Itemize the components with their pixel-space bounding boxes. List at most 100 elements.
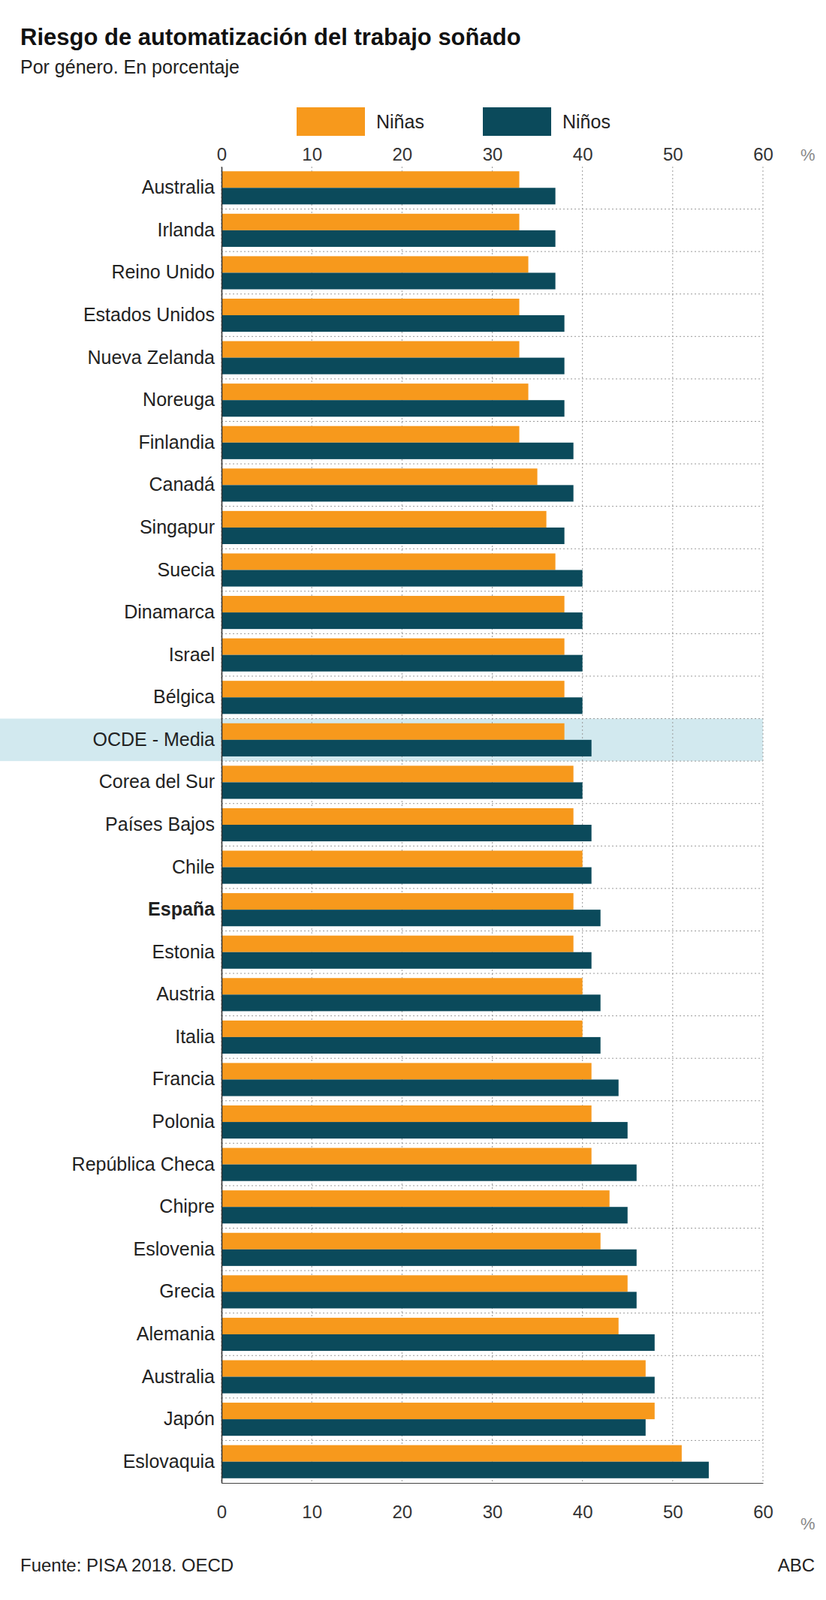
tick: Chile <box>171 856 222 878</box>
source: Fuente: PISA 2018. OECD <box>20 1555 234 1577</box>
legend-swatch <box>296 107 365 136</box>
x-axis: 0102030405060 <box>217 144 774 168</box>
tick-label: 20 <box>391 144 413 165</box>
category-label: Israel <box>168 644 215 666</box>
tick: Polonia <box>152 1111 222 1133</box>
bars <box>221 171 709 1480</box>
bar <box>221 1419 646 1437</box>
bar <box>221 782 583 799</box>
tick: 20 <box>391 1483 413 1523</box>
category-label: España <box>147 898 216 920</box>
bar <box>221 553 556 570</box>
category-label: Chile <box>171 856 215 878</box>
axis-line <box>221 167 224 1485</box>
category-label: Finlandia <box>138 431 216 453</box>
tick-label: 50 <box>663 144 684 165</box>
bar <box>221 1292 637 1309</box>
bar <box>221 612 583 630</box>
bar <box>221 527 565 545</box>
axis-line <box>222 1483 764 1485</box>
tick: 10 <box>301 1483 323 1523</box>
tick: Eslovaquia <box>123 1451 222 1473</box>
tick-label: 60 <box>753 144 774 165</box>
bar <box>221 1148 592 1166</box>
tick: 30 <box>482 144 504 167</box>
tick: Estonia <box>152 941 222 963</box>
bar <box>221 681 565 698</box>
x-axis: 0102030405060 <box>217 1483 774 1523</box>
tick: Austria <box>156 983 222 1005</box>
row-separator <box>221 931 763 932</box>
title: Riesgo de automatización del trabajo soñ… <box>20 24 522 51</box>
tick: Países Bajos <box>105 813 222 836</box>
tick: Alemania <box>136 1323 222 1345</box>
tick: 60 <box>753 144 774 167</box>
tick: 30 <box>482 1483 504 1523</box>
grid-line <box>762 166 764 1484</box>
category-label: Noreuga <box>142 388 215 410</box>
category-label: Reino Unido <box>111 261 215 283</box>
row-separator <box>221 675 763 677</box>
category-label: Italia <box>174 1026 215 1048</box>
bar <box>221 936 574 953</box>
bar <box>221 1233 601 1251</box>
row-separator <box>221 803 763 805</box>
bar <box>221 298 520 316</box>
row-separator <box>221 293 763 295</box>
bar <box>221 1250 637 1267</box>
grid-line <box>672 166 673 1484</box>
axis-unit: % <box>800 1515 816 1535</box>
row-separator <box>221 1398 763 1399</box>
tick: 40 <box>572 144 594 167</box>
credit: ABC <box>777 1555 815 1577</box>
tick: Nueva Zelanda <box>87 346 222 368</box>
tick: Grecia <box>159 1281 222 1303</box>
tick: Israel <box>168 644 222 666</box>
tick: España <box>147 898 222 920</box>
bar <box>221 485 574 502</box>
category-label: Singapur <box>139 516 215 538</box>
bar <box>221 1360 646 1378</box>
category-label: Corea del Sur <box>99 771 215 793</box>
category-label: Alemania <box>136 1323 215 1345</box>
category-label: Estonia <box>152 941 215 963</box>
category-label: Irlanda <box>157 219 216 241</box>
bar <box>221 1462 709 1480</box>
category-label: Canadá <box>148 473 215 495</box>
tick-label: 30 <box>482 1502 504 1523</box>
row-separator <box>221 590 763 592</box>
bar <box>221 765 574 783</box>
row-separator <box>221 506 763 507</box>
row-separator <box>221 208 763 210</box>
category-label: Australia <box>141 176 215 198</box>
bar <box>221 1122 628 1140</box>
bar <box>221 187 556 205</box>
bar <box>221 868 592 885</box>
tick: Dinamarca <box>123 601 222 623</box>
bar <box>221 1165 637 1182</box>
category-label: Suecia <box>157 559 216 581</box>
category-label: Australia <box>141 1366 215 1388</box>
tick-label: 50 <box>663 1502 684 1523</box>
row-separator <box>221 846 763 848</box>
tick: 10 <box>301 144 323 167</box>
bar <box>221 1207 628 1224</box>
row-separator <box>221 761 763 763</box>
bar <box>221 358 565 375</box>
bar <box>221 315 565 332</box>
bar <box>221 697 583 715</box>
row-separator <box>221 421 763 423</box>
highlight-band <box>0 719 763 763</box>
legend: NiñasNiños <box>296 107 611 136</box>
row-separator <box>221 1313 763 1315</box>
series <box>221 171 682 1463</box>
bar <box>221 341 520 359</box>
tick: Suecia <box>157 559 222 581</box>
bar <box>221 256 529 273</box>
tick: Singapur <box>139 516 222 538</box>
category-label: Dinamarca <box>123 601 215 623</box>
chart: Riesgo de automatización del trabajo soñ… <box>0 0 826 1600</box>
row-separator <box>221 1185 763 1187</box>
legend-swatch <box>482 107 552 136</box>
row-separator <box>221 548 763 550</box>
